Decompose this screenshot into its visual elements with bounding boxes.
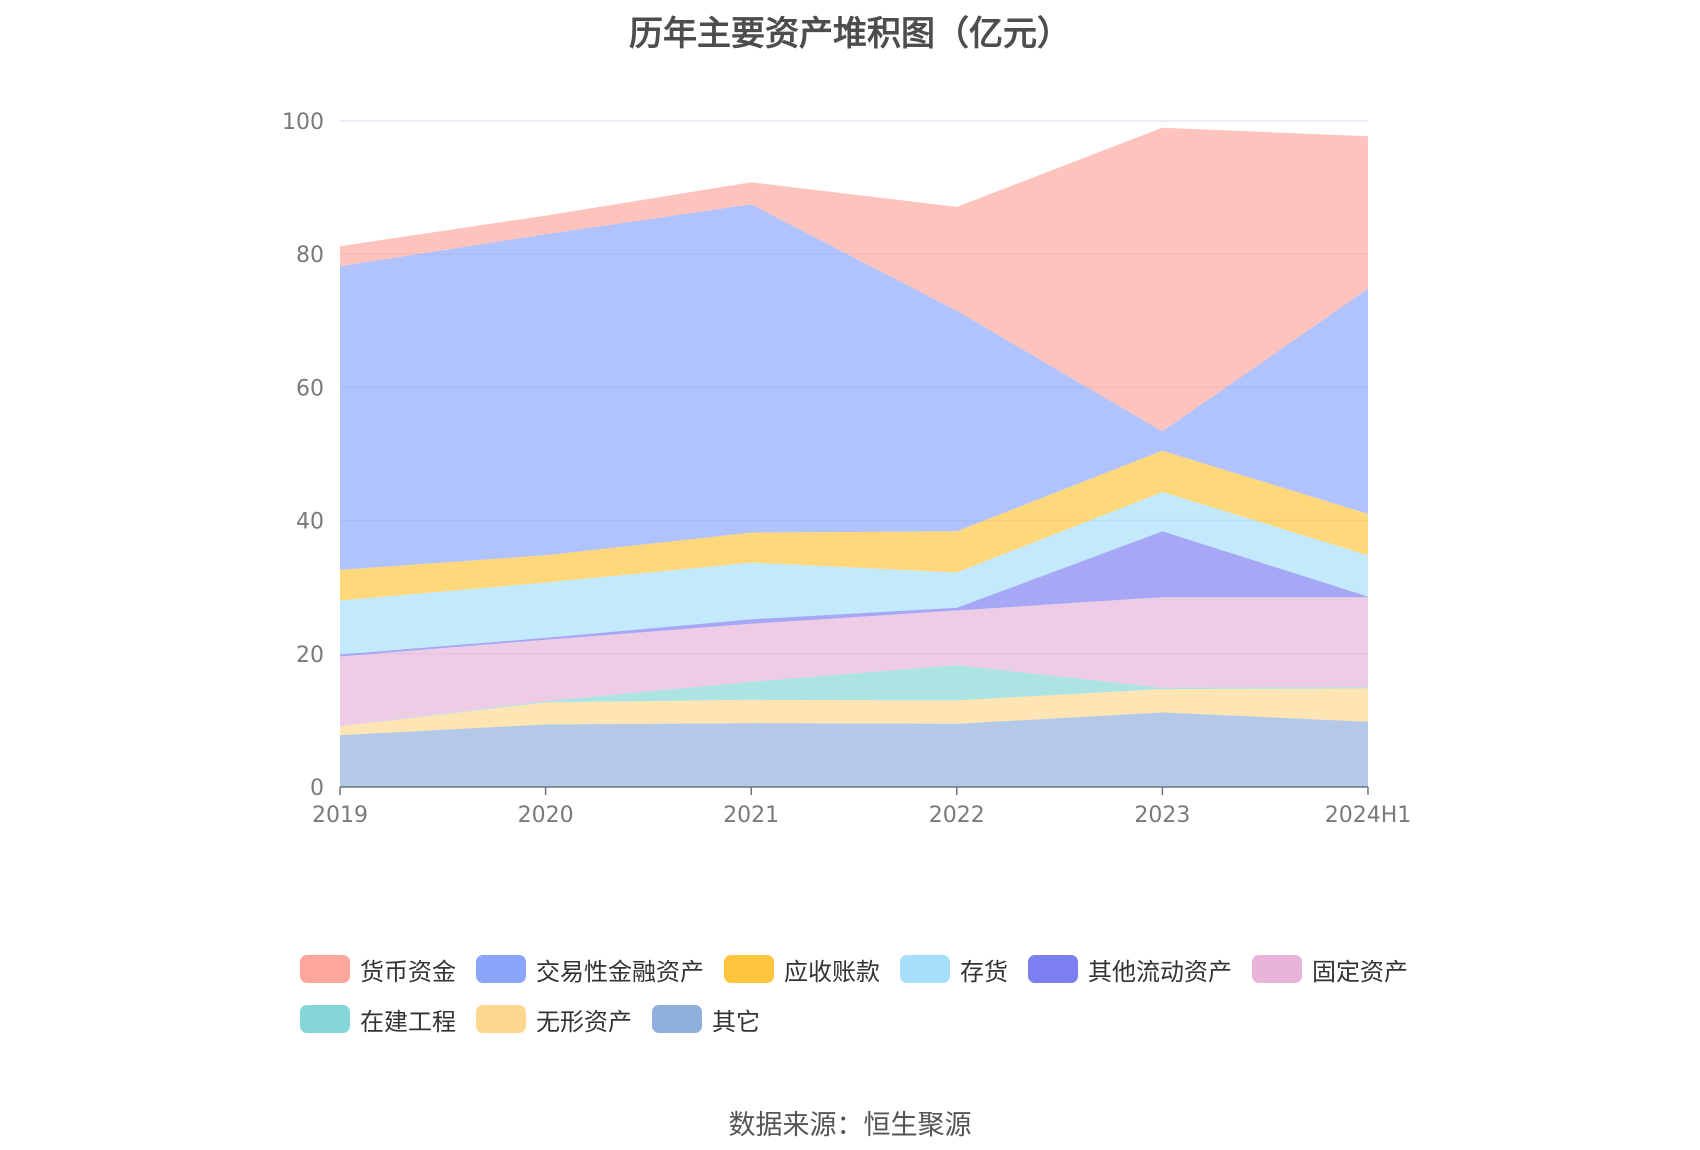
area-series-8 [340,127,1368,432]
legend-swatch [1252,955,1302,983]
legend-swatch [724,955,774,983]
legend-item[interactable]: 交易性金融资产 [476,952,704,986]
legend-item[interactable]: 其它 [652,1002,760,1036]
legend-label: 其它 [712,1007,760,1036]
legend-swatch [1028,955,1078,983]
chart-title: 历年主要资产堆积图（亿元） [629,14,1071,54]
legend-swatch [476,955,526,983]
legend-swatch [900,955,950,983]
y-tick-label: 20 [296,643,324,668]
area-series-2 [340,665,1368,727]
legend-label: 交易性金融资产 [536,957,704,986]
x-tick-label: 2024H1 [1325,803,1412,828]
legend-label: 货币资金 [360,957,456,986]
legend-item[interactable]: 固定资产 [1252,952,1408,986]
y-tick-label: 40 [296,510,324,535]
legend-item[interactable]: 其他流动资产 [1028,952,1232,986]
area-series-6 [340,450,1368,601]
data-source: 数据来源：恒生聚源 [728,1110,972,1141]
legend-label: 在建工程 [360,1007,456,1036]
area-series-1 [340,688,1368,736]
legend-label: 固定资产 [1312,957,1408,986]
legend-label: 其他流动资产 [1088,957,1232,986]
x-tick-label: 2019 [312,803,368,828]
y-tick-label: 80 [296,243,324,268]
area-series-7 [340,204,1368,570]
y-tick-label: 100 [282,110,324,135]
legend-item[interactable]: 无形资产 [476,1002,632,1036]
legend-swatch [476,1005,526,1033]
y-tick-label: 60 [296,376,324,401]
legend-item[interactable]: 存货 [900,952,1008,986]
legend-swatch [652,1005,702,1033]
x-tick-label: 2023 [1134,803,1190,828]
area-series-5 [340,492,1368,655]
area-series-layer [340,127,1368,787]
legend-label: 应收账款 [784,957,880,986]
legend-item[interactable]: 货币资金 [300,952,456,986]
area-series-3 [340,597,1368,727]
area-series-0 [340,712,1368,787]
legend-label: 存货 [960,957,1008,986]
x-tick-label: 2021 [723,803,779,828]
legend-label: 无形资产 [536,1007,632,1036]
x-tick-label: 2020 [518,803,574,828]
axes: 0 20 40 60 80 100 2019 2020 2021 2022 2023 2024H1 [282,110,1411,828]
legend-swatch [300,955,350,983]
x-tick-label: 2022 [929,803,985,828]
legend: 货币资金 交易性金融资产 应收账款 存货 其他流动资产 固定资产在建工程 无形资产 其它 [300,952,1460,1036]
legend-swatch [300,1005,350,1033]
legend-item[interactable]: 应收账款 [724,952,880,986]
legend-item[interactable]: 在建工程 [300,1002,456,1036]
area-series-4 [340,531,1368,657]
y-tick-label: 0 [310,776,324,801]
